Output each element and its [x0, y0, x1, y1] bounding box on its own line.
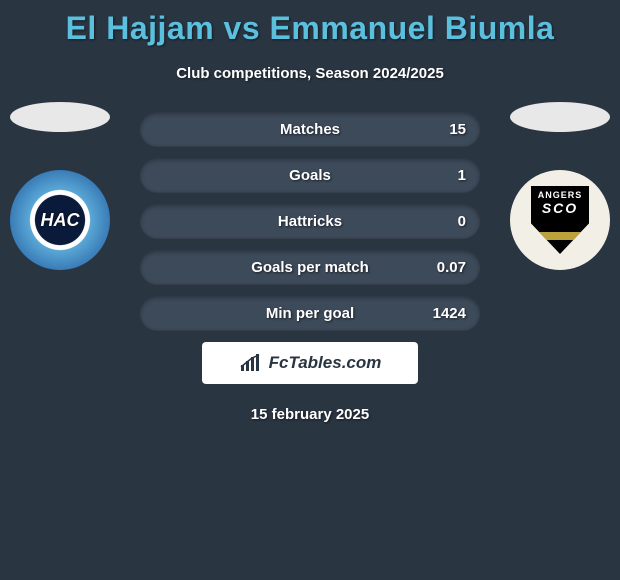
stat-right-value: 1424	[433, 305, 466, 322]
stat-label: Matches	[280, 121, 340, 138]
right-player-column: ANGERS SCO	[510, 102, 610, 352]
stat-row: Hattricks 0	[140, 204, 480, 238]
left-crest-label: HAC	[41, 210, 80, 231]
comparison-date: 15 february 2025	[0, 406, 620, 423]
stat-row: Goals per match 0.07	[140, 250, 480, 284]
stat-right-value: 0.07	[437, 259, 466, 276]
left-club-crest: HAC	[10, 170, 110, 270]
right-club-crest: ANGERS SCO	[510, 170, 610, 270]
stat-right-value: 15	[449, 121, 466, 138]
site-logo-text: FcTables.com	[269, 353, 382, 373]
stat-label: Hattricks	[278, 213, 342, 230]
subtitle: Club competitions, Season 2024/2025	[0, 65, 620, 82]
stat-right-value: 1	[458, 167, 466, 184]
bar-chart-icon	[239, 353, 263, 373]
left-player-column: HAC	[10, 102, 110, 352]
stat-label: Goals per match	[251, 259, 369, 276]
right-crest-top-text: ANGERS	[538, 190, 583, 200]
right-crest-stripe	[531, 232, 589, 240]
stat-row: Min per goal 1424	[140, 296, 480, 330]
stat-row: Matches 15	[140, 112, 480, 146]
stats-list: Matches 15 Goals 1 Hattricks 0 Goals per…	[140, 112, 480, 342]
stat-row: Goals 1	[140, 158, 480, 192]
right-crest-main-text: SCO	[542, 200, 578, 216]
comparison-panel: HAC ANGERS SCO Matches 15 Goals 1 Hattri…	[0, 112, 620, 322]
stat-label: Goals	[289, 167, 331, 184]
page-title: El Hajjam vs Emmanuel Biumla	[0, 0, 620, 47]
stat-label: Min per goal	[266, 305, 354, 322]
player-photo-placeholder-right	[510, 102, 610, 132]
site-logo-box[interactable]: FcTables.com	[202, 342, 418, 384]
right-crest-shield: ANGERS SCO	[531, 186, 589, 254]
player-photo-placeholder-left	[10, 102, 110, 132]
stat-right-value: 0	[458, 213, 466, 230]
